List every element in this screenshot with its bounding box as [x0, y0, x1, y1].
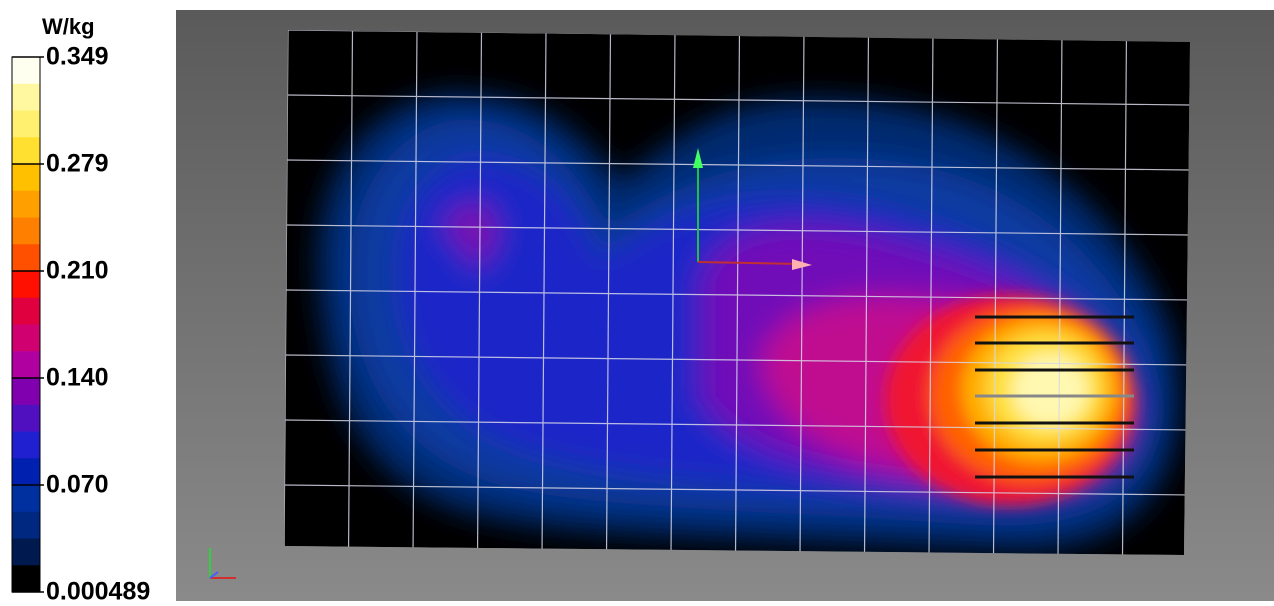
color-bar-label: 0.210 [46, 256, 109, 285]
color-band [12, 137, 40, 165]
color-band [12, 431, 40, 459]
color-bar-label: 0.349 [46, 42, 109, 71]
color-band [12, 538, 40, 566]
color-band [12, 565, 40, 593]
heatmap [284, 30, 1190, 555]
color-band [12, 297, 40, 325]
color-band [12, 164, 40, 192]
color-band [12, 83, 40, 111]
color-band [12, 190, 40, 218]
color-band [12, 378, 40, 406]
color-bar [11, 56, 44, 593]
color-band [12, 110, 40, 138]
color-band [12, 404, 40, 432]
antenna-outline [975, 315, 1134, 479]
color-band [12, 511, 40, 539]
unit-label: W/kg [42, 14, 95, 39]
color-bar-label: 0.000489 [46, 577, 151, 606]
color-bar-label: 0.279 [46, 149, 109, 178]
color-band [12, 324, 40, 352]
axis-gizmo [209, 148, 812, 579]
color-bar-label: 0.070 [46, 470, 109, 499]
color-bar-label: 0.140 [46, 363, 109, 392]
color-band [12, 485, 40, 513]
color-band [12, 458, 40, 486]
color-band [12, 57, 40, 85]
color-band [12, 271, 40, 299]
color-band [12, 244, 40, 272]
color-band [12, 351, 40, 379]
color-band [12, 217, 40, 245]
